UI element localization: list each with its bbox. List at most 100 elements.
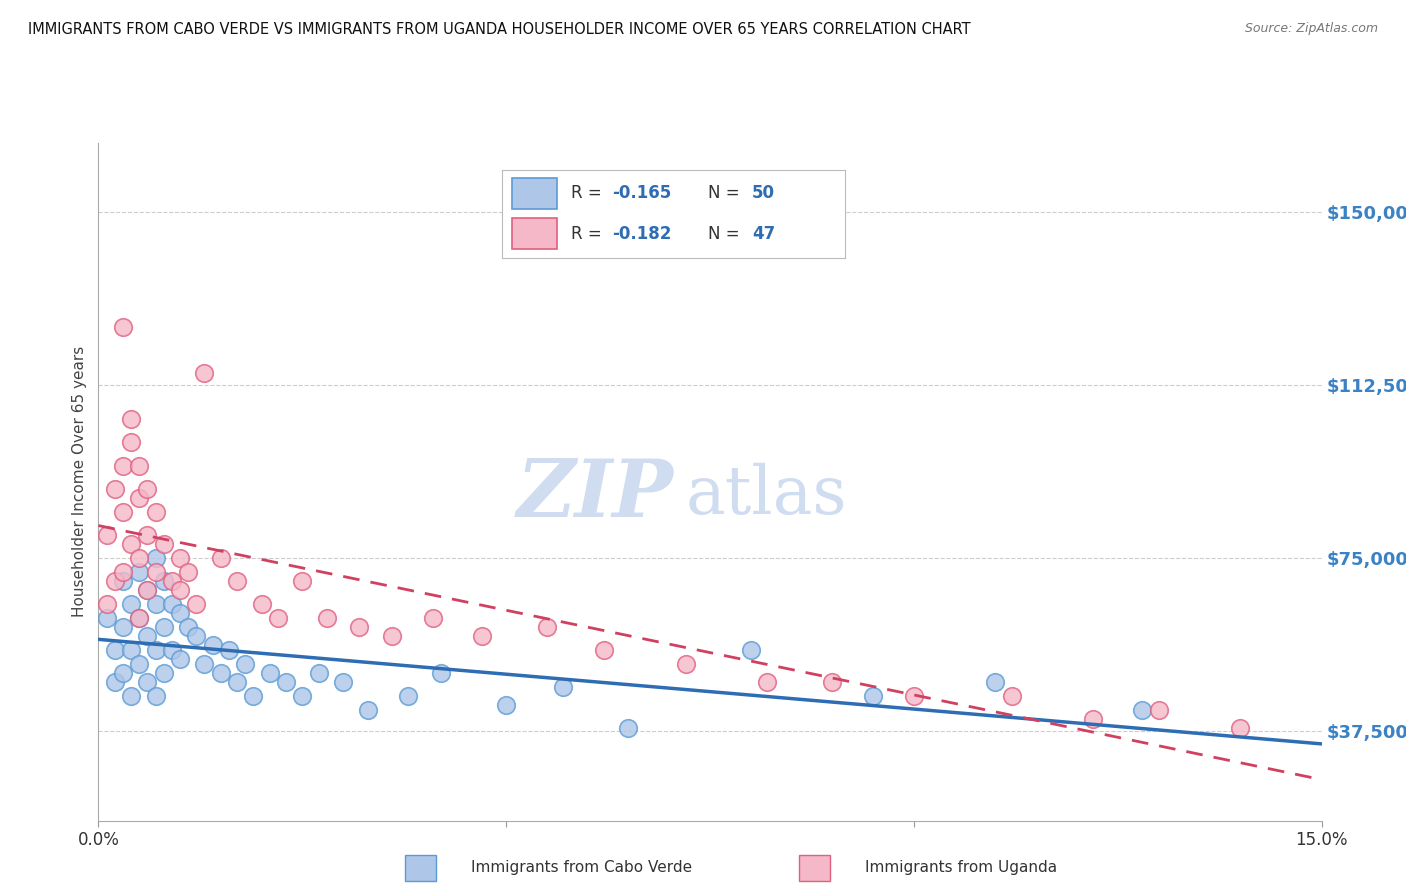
Point: [209, 550, 232, 565]
Point: [160, 574, 183, 588]
Point: [111, 565, 134, 579]
Text: N =: N =: [707, 184, 744, 202]
Point: [111, 620, 134, 634]
Point: [104, 675, 127, 690]
Point: [120, 537, 142, 551]
Point: [128, 611, 150, 625]
Point: [218, 643, 240, 657]
Point: [169, 652, 191, 666]
Text: -0.165: -0.165: [612, 184, 671, 202]
Point: [96, 527, 118, 541]
Point: [422, 611, 444, 625]
Point: [136, 582, 159, 597]
Point: [536, 620, 558, 634]
Point: [152, 537, 174, 551]
Point: [152, 620, 174, 634]
Point: [226, 574, 249, 588]
Point: [675, 657, 697, 671]
Point: [381, 629, 404, 643]
Bar: [512, 219, 557, 249]
Point: [145, 689, 167, 703]
Bar: [512, 178, 557, 209]
Point: [128, 458, 150, 473]
Point: [242, 689, 264, 703]
Point: [291, 689, 314, 703]
Point: [104, 643, 127, 657]
Text: R =: R =: [571, 184, 606, 202]
Point: [111, 458, 134, 473]
Point: [177, 565, 200, 579]
Point: [209, 666, 232, 681]
Point: [111, 320, 134, 334]
Text: N =: N =: [707, 225, 744, 243]
Point: [120, 412, 142, 426]
Y-axis label: Householder Income Over 65 years: Householder Income Over 65 years: [72, 346, 87, 617]
Point: [267, 611, 290, 625]
Point: [160, 597, 183, 611]
Point: [128, 565, 150, 579]
Text: R =: R =: [571, 225, 606, 243]
Point: [128, 550, 150, 565]
Point: [201, 639, 224, 653]
Point: [430, 666, 453, 681]
Point: [1083, 712, 1105, 726]
Point: [136, 675, 159, 690]
Point: [136, 482, 159, 496]
Point: [136, 629, 159, 643]
Point: [186, 597, 208, 611]
Text: -0.182: -0.182: [612, 225, 671, 243]
Point: [1130, 703, 1153, 717]
Point: [136, 527, 159, 541]
Point: [145, 643, 167, 657]
Point: [169, 606, 191, 620]
Point: [332, 675, 354, 690]
Point: [120, 597, 142, 611]
Point: [471, 629, 494, 643]
Point: [356, 703, 378, 717]
Point: [740, 643, 762, 657]
Point: [145, 505, 167, 519]
Point: [862, 689, 884, 703]
Point: [104, 482, 127, 496]
Point: [193, 367, 215, 381]
Point: [186, 629, 208, 643]
Point: [821, 675, 844, 690]
Point: [128, 657, 150, 671]
Point: [553, 680, 575, 694]
Point: [226, 675, 249, 690]
Text: ZIP: ZIP: [516, 457, 673, 534]
Point: [308, 666, 330, 681]
Point: [349, 620, 371, 634]
Point: [120, 689, 142, 703]
Point: [145, 550, 167, 565]
Point: [111, 574, 134, 588]
Text: atlas: atlas: [686, 463, 846, 528]
Text: Source: ZipAtlas.com: Source: ZipAtlas.com: [1244, 22, 1378, 36]
Point: [1147, 703, 1170, 717]
Point: [160, 643, 183, 657]
Text: 47: 47: [752, 225, 775, 243]
Point: [593, 643, 616, 657]
Point: [136, 582, 159, 597]
Text: 50: 50: [752, 184, 775, 202]
Point: [104, 574, 127, 588]
Point: [152, 666, 174, 681]
Text: IMMIGRANTS FROM CABO VERDE VS IMMIGRANTS FROM UGANDA HOUSEHOLDER INCOME OVER 65 : IMMIGRANTS FROM CABO VERDE VS IMMIGRANTS…: [28, 22, 970, 37]
Point: [233, 657, 256, 671]
Point: [152, 574, 174, 588]
Point: [96, 611, 118, 625]
Point: [169, 550, 191, 565]
Point: [274, 675, 297, 690]
Point: [291, 574, 314, 588]
Point: [111, 666, 134, 681]
Point: [128, 491, 150, 505]
Text: Immigrants from Cabo Verde: Immigrants from Cabo Verde: [471, 860, 692, 874]
Point: [495, 698, 517, 713]
Point: [756, 675, 779, 690]
Text: Immigrants from Uganda: Immigrants from Uganda: [865, 860, 1057, 874]
Point: [96, 597, 118, 611]
Point: [1229, 722, 1251, 736]
Point: [984, 675, 1007, 690]
Point: [315, 611, 337, 625]
Point: [259, 666, 281, 681]
